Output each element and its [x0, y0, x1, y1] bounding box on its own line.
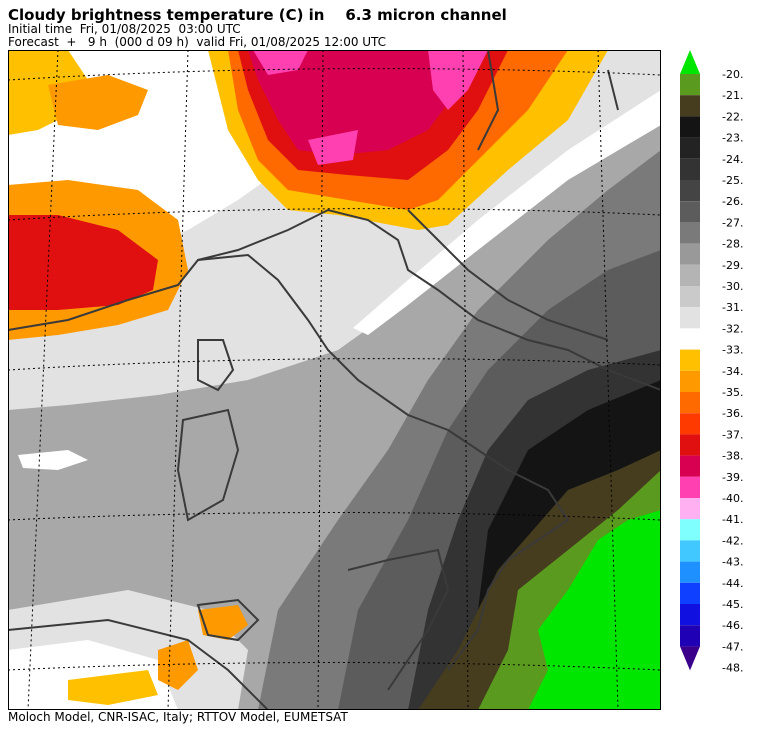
colorbar-label: -22.	[722, 110, 743, 123]
colorbar-swatch	[680, 180, 700, 202]
colorbar-swatch	[680, 498, 700, 520]
colorbar-label: -46.	[722, 619, 743, 632]
colorbar-swatch	[680, 413, 700, 435]
field-west-red	[8, 215, 158, 310]
colorbar-label: -30.	[722, 280, 743, 293]
colorbar-label: -21.	[722, 89, 743, 102]
colorbar-swatch	[680, 286, 700, 308]
colorbar-label: -23.	[722, 132, 743, 145]
colorbar-swatch	[680, 604, 700, 626]
colorbar-swatch	[680, 434, 700, 456]
colorbar-swatch	[680, 137, 700, 159]
colorbar-label: -45.	[722, 598, 743, 611]
colorbar-label: -33.	[722, 344, 743, 357]
colorbar-label: -37.	[722, 428, 743, 441]
temperature-colorbar: -20. -21. -22. -23. -24. -25. -26. -27. -28. -29.…	[680, 50, 743, 675]
colorbar-swatch	[680, 307, 700, 329]
lat-lon-grid	[8, 50, 661, 710]
field-sw-orange-1	[198, 605, 248, 640]
colorbar-label: -31.	[722, 301, 743, 314]
colorbar-swatch	[680, 349, 700, 371]
brightness-temperature-map	[8, 50, 661, 710]
field-sw-yellow	[68, 670, 158, 705]
colorbar-label: -32.	[722, 322, 743, 335]
colorbar-label: -47.	[722, 640, 743, 653]
colorbar-swatch	[680, 455, 700, 477]
colorbar-swatch	[680, 158, 700, 180]
map-title: Cloudy brightness temperature (C) in 6.3…	[8, 6, 507, 24]
colorbar-label: -27.	[722, 216, 743, 229]
colorbar-swatch	[680, 476, 700, 498]
model-credit: Moloch Model, CNR-ISAC, Italy; RTTOV Mod…	[8, 710, 348, 724]
colorbar-label: -29.	[722, 259, 743, 272]
colorbar-label: -24.	[722, 153, 743, 166]
colorbar-swatch	[680, 222, 700, 244]
colorbar-label: -25.	[722, 174, 743, 187]
colorbar-swatch	[680, 519, 700, 541]
colorbar-label: -28.	[722, 238, 743, 251]
colorbar-swatch	[680, 74, 700, 96]
colorbar-swatch	[680, 392, 700, 414]
field-green	[528, 510, 661, 710]
colorbar-label: -48.	[722, 662, 743, 675]
forecast-valid-time: Forecast + 9 h (000 d 09 h) valid Fri, 0…	[8, 35, 387, 49]
field-white-diagonal	[353, 90, 661, 335]
colorbar-label: -43.	[722, 556, 743, 569]
colorbar-swatch	[680, 201, 700, 223]
colorbar-swatch	[680, 370, 700, 392]
colorbar-swatch	[680, 540, 700, 562]
colorbar-swatch	[680, 328, 700, 350]
colorbar-label: -34.	[722, 365, 743, 378]
colorbar-swatch	[680, 625, 700, 647]
colorbar-label: -44.	[722, 577, 743, 590]
colorbar-label: -20.	[722, 68, 743, 81]
field-ne-magenta	[248, 50, 478, 155]
colorbar-label: -26.	[722, 195, 743, 208]
colorbar-label: -42.	[722, 534, 743, 547]
colorbar-label: -40.	[722, 492, 743, 505]
field-west-white-patch	[18, 450, 88, 470]
field-ne-pink	[253, 50, 488, 165]
field-sw-orange-2	[158, 640, 198, 690]
colorbar-label: -38.	[722, 450, 743, 463]
colorbar-swatch	[680, 243, 700, 265]
colorbar-label: -39.	[722, 471, 743, 484]
colorbar-label: -35.	[722, 386, 743, 399]
colorbar-swatch	[680, 561, 700, 583]
colorbar-label: -36.	[722, 407, 743, 420]
map-frame	[8, 50, 661, 710]
coastlines	[8, 50, 661, 710]
colorbar-arrow-top	[680, 50, 700, 74]
colorbar-arrow-bottom	[680, 646, 700, 671]
colorbar-label: -41.	[722, 513, 743, 526]
colorbar-swatch	[680, 582, 700, 604]
field-nw-orange	[48, 75, 148, 130]
colorbar-swatch	[680, 264, 700, 286]
initial-time: Initial time Fri, 01/08/2025 03:00 UTC	[8, 22, 241, 36]
colorbar-swatch	[680, 116, 700, 138]
colorbar-swatch	[680, 95, 700, 117]
